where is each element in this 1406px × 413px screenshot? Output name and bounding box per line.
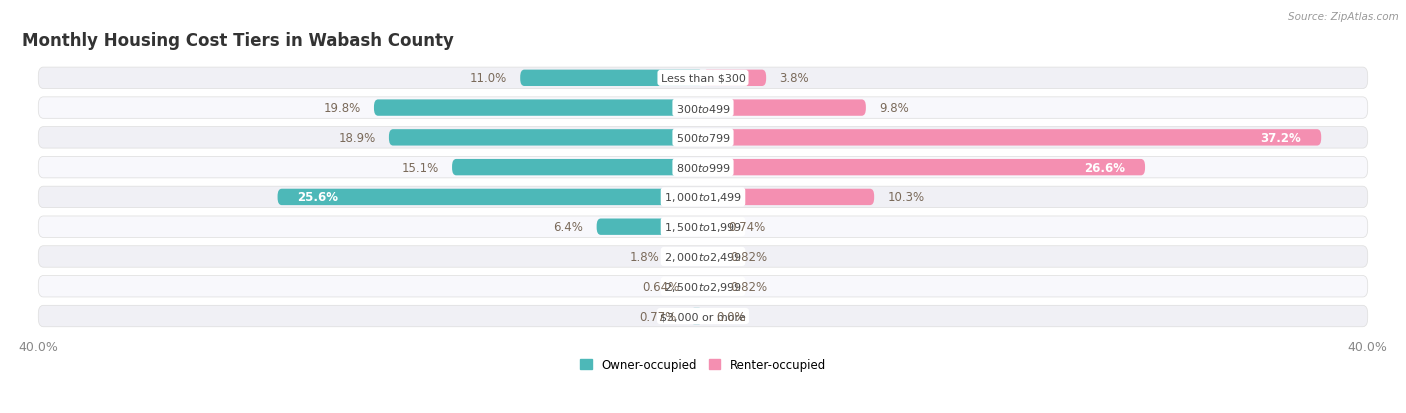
FancyBboxPatch shape	[703, 189, 875, 206]
FancyBboxPatch shape	[38, 157, 1368, 178]
FancyBboxPatch shape	[38, 68, 1368, 89]
Text: 0.74%: 0.74%	[728, 221, 766, 234]
FancyBboxPatch shape	[703, 130, 1322, 146]
FancyBboxPatch shape	[389, 130, 703, 146]
Text: $500 to $799: $500 to $799	[675, 132, 731, 144]
Text: 0.0%: 0.0%	[716, 310, 747, 323]
Text: 37.2%: 37.2%	[1261, 132, 1302, 145]
Text: $300 to $499: $300 to $499	[675, 102, 731, 114]
Text: 1.8%: 1.8%	[630, 250, 659, 263]
FancyBboxPatch shape	[703, 278, 717, 295]
Legend: Owner-occupied, Renter-occupied: Owner-occupied, Renter-occupied	[579, 358, 827, 371]
Text: $3,000 or more: $3,000 or more	[661, 311, 745, 321]
FancyBboxPatch shape	[703, 100, 866, 116]
FancyBboxPatch shape	[38, 216, 1368, 238]
Text: 9.8%: 9.8%	[879, 102, 908, 115]
Text: Less than $300: Less than $300	[661, 74, 745, 83]
FancyBboxPatch shape	[673, 249, 703, 265]
Text: 3.8%: 3.8%	[779, 72, 808, 85]
Text: $1,000 to $1,499: $1,000 to $1,499	[664, 191, 742, 204]
Text: 15.1%: 15.1%	[402, 161, 439, 174]
Text: $2,000 to $2,499: $2,000 to $2,499	[664, 250, 742, 263]
Text: $2,500 to $2,999: $2,500 to $2,999	[664, 280, 742, 293]
Text: $1,500 to $1,999: $1,500 to $1,999	[664, 221, 742, 234]
FancyBboxPatch shape	[38, 246, 1368, 268]
FancyBboxPatch shape	[38, 276, 1368, 297]
Text: 0.82%: 0.82%	[730, 250, 768, 263]
FancyBboxPatch shape	[38, 306, 1368, 327]
Text: 0.64%: 0.64%	[641, 280, 679, 293]
Text: $800 to $999: $800 to $999	[675, 162, 731, 174]
FancyBboxPatch shape	[520, 71, 703, 87]
FancyBboxPatch shape	[453, 159, 703, 176]
Text: 0.77%: 0.77%	[640, 310, 676, 323]
FancyBboxPatch shape	[38, 187, 1368, 208]
FancyBboxPatch shape	[703, 159, 1144, 176]
Text: 25.6%: 25.6%	[298, 191, 339, 204]
FancyBboxPatch shape	[596, 219, 703, 235]
FancyBboxPatch shape	[703, 71, 766, 87]
Text: Monthly Housing Cost Tiers in Wabash County: Monthly Housing Cost Tiers in Wabash Cou…	[21, 31, 454, 50]
FancyBboxPatch shape	[374, 100, 703, 116]
FancyBboxPatch shape	[277, 189, 703, 206]
Text: 6.4%: 6.4%	[554, 221, 583, 234]
FancyBboxPatch shape	[703, 249, 717, 265]
FancyBboxPatch shape	[38, 97, 1368, 119]
Text: 0.82%: 0.82%	[730, 280, 768, 293]
Text: 19.8%: 19.8%	[323, 102, 361, 115]
Text: Source: ZipAtlas.com: Source: ZipAtlas.com	[1288, 12, 1399, 22]
FancyBboxPatch shape	[703, 219, 716, 235]
Text: 26.6%: 26.6%	[1084, 161, 1125, 174]
Text: 18.9%: 18.9%	[339, 132, 375, 145]
Text: 11.0%: 11.0%	[470, 72, 508, 85]
FancyBboxPatch shape	[38, 127, 1368, 149]
Text: 10.3%: 10.3%	[887, 191, 925, 204]
FancyBboxPatch shape	[690, 308, 703, 325]
FancyBboxPatch shape	[692, 278, 703, 295]
